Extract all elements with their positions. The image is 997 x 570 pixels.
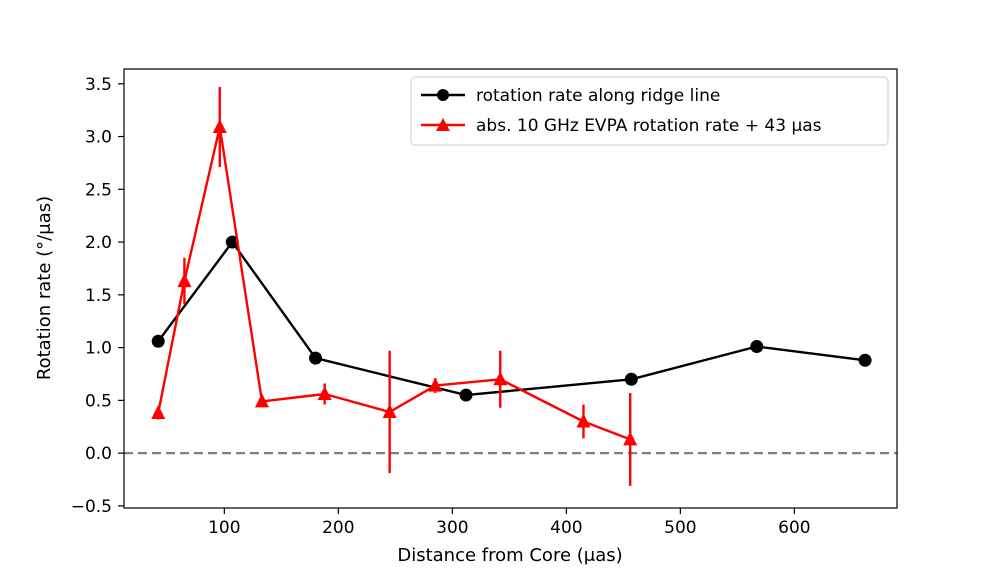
- y-tick-label: 3.0: [85, 128, 112, 148]
- legend: rotation rate along ridge line abs. 10 G…: [410, 76, 889, 146]
- axes-frame: [123, 68, 898, 509]
- x-tick-label: 500: [664, 518, 696, 538]
- data-point-ridge: [750, 340, 764, 354]
- y-axis-label: Rotation rate (°/μas): [34, 196, 55, 380]
- data-point-evpa: [177, 273, 192, 288]
- plot-area: [124, 86, 897, 486]
- y-tick-label: 2.5: [85, 180, 112, 200]
- data-point-evpa: [428, 377, 443, 392]
- x-tick-label: 400: [550, 518, 582, 538]
- legend-label-evpa: abs. 10 GHz EVPA rotation rate + 43 μas: [476, 116, 822, 136]
- data-point-ridge: [309, 351, 323, 365]
- x-tick-label: 200: [322, 518, 354, 538]
- data-point-ridge: [624, 372, 638, 386]
- y-tick-label: 0.5: [85, 391, 112, 411]
- data-point-evpa: [254, 393, 269, 408]
- series-line-ridge: [157, 240, 866, 397]
- legend-marker-evpa: [436, 118, 450, 131]
- x-axis-label: Distance from Core (μas): [397, 545, 622, 566]
- data-point-evpa: [212, 119, 227, 134]
- y-tick-label: 2.0: [85, 233, 112, 253]
- y-tick-label: 1.0: [85, 339, 112, 359]
- y-tick-label: −0.5: [71, 497, 112, 517]
- legend-label-ridge: rotation rate along ridge line: [476, 86, 720, 106]
- data-point-evpa: [576, 413, 591, 428]
- x-tick-label: 100: [208, 518, 240, 538]
- x-tick-label: 300: [436, 518, 468, 538]
- data-point-evpa: [317, 386, 332, 401]
- data-point-ridge: [151, 334, 165, 348]
- data-point-ridge: [858, 353, 872, 367]
- series-line-evpa: [157, 125, 631, 441]
- data-point-ridge: [225, 235, 239, 249]
- y-tick-label: 3.5: [85, 75, 112, 95]
- axis-ticks: 100 200 300 400 500 600 −0.5 0.0 0.5 1.0 1.5 2.0 2.5…: [71, 75, 811, 538]
- data-point-evpa: [623, 431, 638, 446]
- data-point-evpa: [151, 405, 166, 420]
- x-tick-label: 600: [778, 518, 810, 538]
- y-tick-label: 0.0: [85, 444, 112, 464]
- legend-box: [410, 76, 889, 146]
- data-point-evpa: [382, 403, 397, 418]
- data-point-ridge: [459, 388, 473, 402]
- y-tick-label: 1.5: [85, 286, 112, 306]
- legend-marker-ridge: [437, 89, 449, 101]
- data-point-evpa: [493, 371, 508, 386]
